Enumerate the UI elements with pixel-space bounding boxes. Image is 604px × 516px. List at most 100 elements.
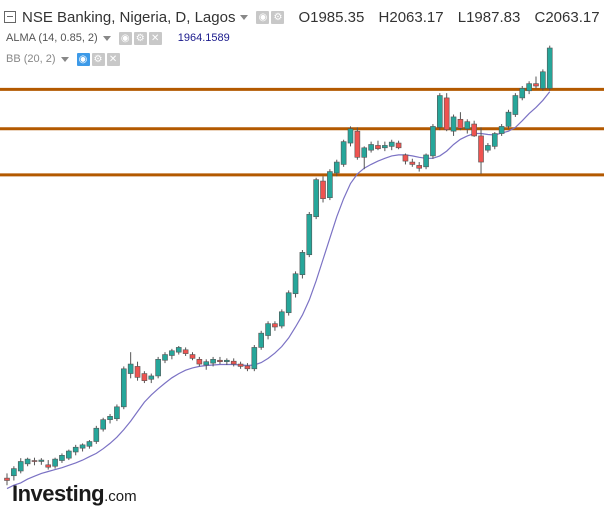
eye-icon[interactable]: ◉	[76, 52, 90, 66]
candle[interactable]	[72, 444, 79, 456]
candle[interactable]	[437, 93, 443, 131]
candle[interactable]	[169, 348, 175, 360]
candle[interactable]	[114, 404, 120, 422]
candle[interactable]	[59, 453, 65, 463]
candle[interactable]	[375, 140, 381, 151]
candle[interactable]	[512, 93, 519, 117]
candle[interactable]	[416, 162, 423, 172]
candle[interactable]	[430, 124, 436, 159]
candle[interactable]	[409, 158, 416, 167]
candle[interactable]	[127, 352, 134, 379]
bb-dropdown-icon[interactable]	[60, 56, 69, 62]
candle[interactable]	[107, 413, 113, 424]
candle[interactable]	[175, 345, 182, 355]
candle-body-up	[59, 455, 65, 461]
candle[interactable]	[450, 114, 457, 136]
candle[interactable]	[162, 352, 168, 364]
candle[interactable]	[354, 127, 361, 160]
candle[interactable]	[38, 458, 45, 465]
candle[interactable]	[388, 139, 395, 151]
candle[interactable]	[141, 371, 148, 384]
symbol-dropdown-icon[interactable]	[240, 14, 249, 20]
candle[interactable]	[285, 290, 292, 316]
candle[interactable]	[120, 366, 127, 410]
candle[interactable]	[189, 352, 196, 361]
candle[interactable]	[237, 361, 244, 369]
open-value: O1985.35	[298, 8, 365, 26]
candle[interactable]	[292, 271, 299, 298]
candle[interactable]	[423, 153, 429, 170]
candle[interactable]	[45, 460, 52, 470]
candle[interactable]	[4, 473, 10, 486]
candle[interactable]	[52, 457, 58, 469]
candle[interactable]	[24, 457, 31, 467]
candle[interactable]	[471, 120, 477, 137]
candle[interactable]	[478, 127, 484, 174]
candle[interactable]	[533, 76, 539, 89]
candle-body-down	[272, 323, 278, 328]
candle[interactable]	[11, 466, 17, 481]
candle[interactable]	[217, 356, 223, 365]
candle[interactable]	[526, 81, 532, 95]
candle[interactable]	[327, 169, 333, 201]
candle[interactable]	[244, 363, 251, 372]
candle[interactable]	[265, 321, 271, 340]
candle[interactable]	[31, 457, 38, 466]
collapse-icon[interactable]	[4, 11, 16, 23]
candle[interactable]	[546, 45, 553, 91]
candle[interactable]	[299, 249, 306, 279]
candle[interactable]	[203, 359, 210, 370]
candle[interactable]	[93, 425, 100, 444]
candle[interactable]	[210, 356, 216, 367]
candle[interactable]	[306, 211, 313, 258]
gear-icon[interactable]: ⚙	[133, 31, 147, 45]
candle[interactable]	[230, 358, 237, 367]
gear-icon[interactable]: ⚙	[91, 52, 105, 66]
candle[interactable]	[402, 153, 409, 165]
candle[interactable]	[333, 159, 340, 177]
candle[interactable]	[340, 139, 347, 167]
candle[interactable]	[224, 358, 230, 366]
close-icon[interactable]: ✕	[148, 31, 162, 45]
candle[interactable]	[196, 356, 203, 367]
candle[interactable]	[540, 69, 546, 91]
candle[interactable]	[17, 458, 24, 474]
candle[interactable]	[457, 112, 464, 131]
candle[interactable]	[66, 449, 72, 461]
candle-body-up	[52, 458, 58, 467]
candle[interactable]	[395, 140, 402, 150]
candle[interactable]	[148, 373, 155, 384]
candle-body-up	[292, 273, 299, 295]
candle[interactable]	[485, 143, 491, 153]
candle-body-down	[182, 349, 189, 354]
candle[interactable]	[100, 417, 106, 432]
eye-icon[interactable]: ◉	[118, 31, 132, 45]
candle[interactable]	[519, 86, 526, 101]
candle[interactable]	[272, 321, 278, 331]
candle[interactable]	[464, 119, 471, 134]
candle[interactable]	[258, 330, 264, 350]
candle[interactable]	[498, 124, 505, 136]
alma-legend: ALMA (14, 0.85, 2) ◉ ⚙ ✕ 1964.1589	[0, 30, 230, 46]
close-icon[interactable]: ✕	[106, 52, 120, 66]
candle[interactable]	[182, 347, 189, 356]
candle[interactable]	[320, 176, 326, 203]
candle[interactable]	[505, 109, 512, 129]
gear-icon[interactable]: ⚙	[271, 10, 285, 24]
candle[interactable]	[443, 93, 450, 132]
candle[interactable]	[79, 443, 86, 452]
candle[interactable]	[86, 440, 93, 449]
alma-dropdown-icon[interactable]	[102, 35, 111, 41]
candle[interactable]	[155, 356, 161, 379]
candle[interactable]	[491, 132, 498, 150]
candle[interactable]	[347, 126, 354, 147]
candle[interactable]	[382, 141, 388, 152]
eye-icon[interactable]: ◉	[256, 10, 270, 24]
candle[interactable]	[134, 361, 141, 381]
candle[interactable]	[368, 141, 374, 153]
candle[interactable]	[251, 345, 258, 372]
candle[interactable]	[313, 177, 319, 220]
candle[interactable]	[361, 146, 368, 170]
candle[interactable]	[278, 309, 285, 329]
